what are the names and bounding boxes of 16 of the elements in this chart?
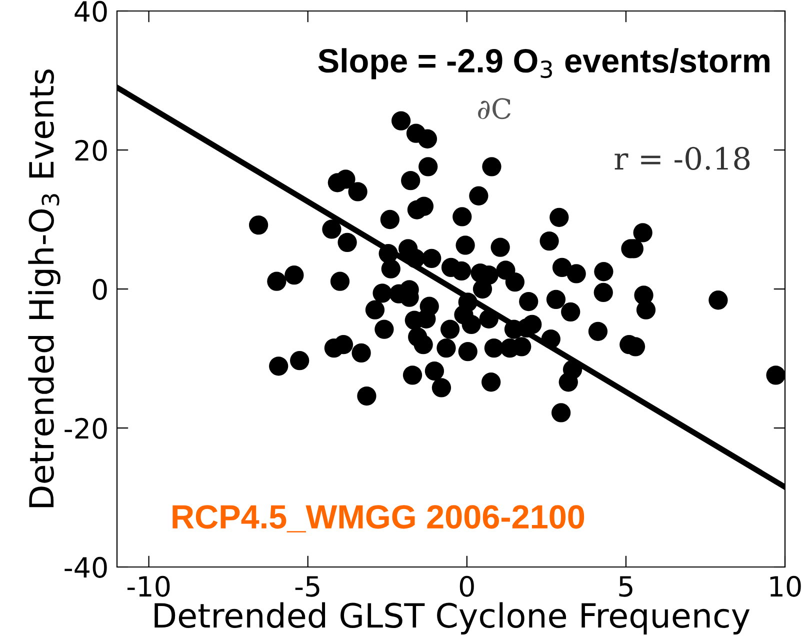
x-tick-label: 0	[460, 576, 474, 597]
x-tick-label: -5	[295, 576, 320, 597]
x-tick-label: 5	[619, 576, 632, 597]
y-axis-title: Detrended High-O$_{3}$ Events	[28, 70, 60, 508]
y-tick-label: -20	[64, 418, 107, 439]
y-tick-label: 0	[92, 278, 107, 300]
x-axis-title: Detrended GLST Cyclone Frequency	[154, 602, 750, 634]
y-tick-label: 40	[74, 0, 107, 22]
annotation: Slope = -2.9 O$_{3}$ events/storm	[318, 48, 770, 80]
annotation: RCP4.5_WMGG 2006-2100	[172, 505, 584, 532]
x-tick-label: 10	[770, 576, 801, 597]
annotation: ∂C	[478, 98, 511, 120]
y-tick-label: -40	[64, 556, 107, 578]
x-tick-label: -10	[127, 576, 170, 597]
annotation: r = -0.18	[614, 146, 750, 170]
y-tick-label: 20	[75, 140, 107, 161]
